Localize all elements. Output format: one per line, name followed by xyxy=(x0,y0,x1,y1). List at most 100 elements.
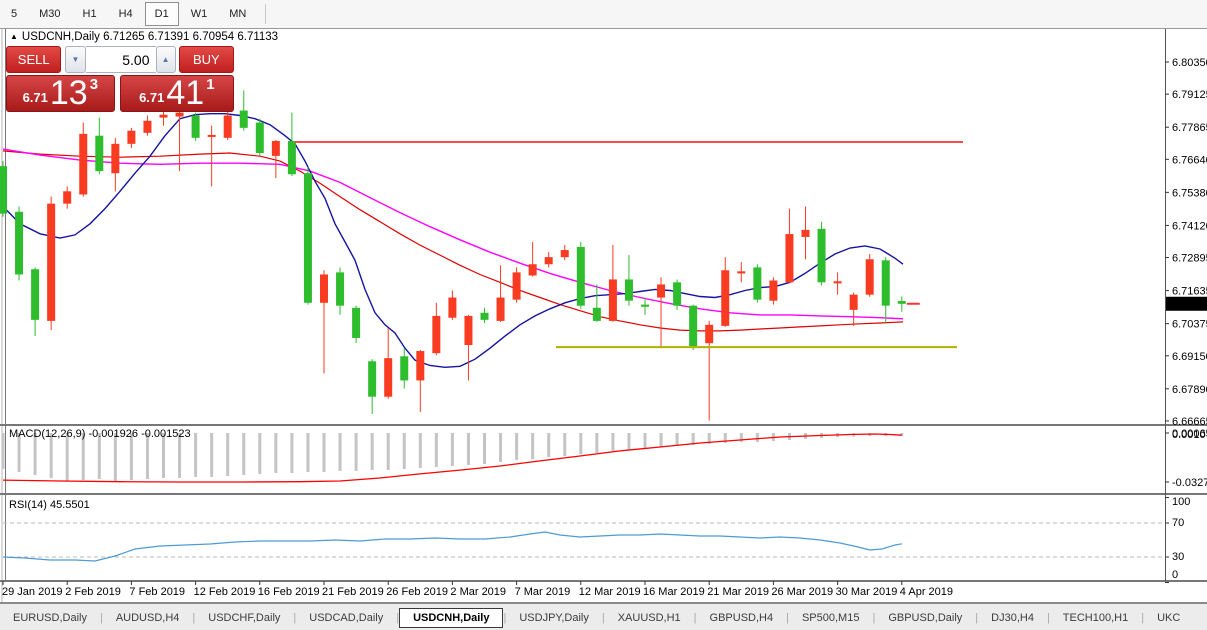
date-axis-label: 7 Feb 2019 xyxy=(129,586,185,598)
timeframe-d1[interactable]: D1 xyxy=(144,2,179,26)
chart-tab-usdcnh[interactable]: USDCNH,Daily xyxy=(399,607,504,628)
volume-increase-icon[interactable]: ▲ xyxy=(155,46,176,73)
date-axis-label: 26 Feb 2019 xyxy=(386,586,448,598)
chart-tab-xauusd[interactable]: XAUUSD,H1 xyxy=(617,611,681,624)
sell-button[interactable]: SELL xyxy=(6,46,62,73)
candle-body xyxy=(432,315,441,354)
timeframe-h4[interactable]: H4 xyxy=(118,8,133,20)
chart-tab-sp500[interactable]: SP500,M15 xyxy=(801,611,860,624)
date-axis-label: 4 Apr 2019 xyxy=(900,586,953,598)
volume-input[interactable] xyxy=(85,46,156,73)
date-axis-label: 2 Mar 2019 xyxy=(450,586,506,598)
candle-body xyxy=(368,361,377,397)
candle-body xyxy=(15,211,24,275)
chart-title-text: USDCNH,Daily 6.71265 6.71391 6.70954 6.7… xyxy=(21,31,279,43)
chart-tab-dj30[interactable]: DJ30,H4 xyxy=(991,611,1034,624)
date-axis-label: 12 Feb 2019 xyxy=(194,586,256,598)
macd-scale-min-label: -0.03279 xyxy=(1172,477,1207,489)
tab-separator: | xyxy=(786,611,789,624)
candle-body xyxy=(255,122,264,154)
candle-body xyxy=(384,358,393,397)
buy-price-display[interactable]: 6.71 41 1 xyxy=(119,75,234,112)
toolbar-separator xyxy=(265,4,267,24)
candle-body xyxy=(512,272,521,300)
price-axis-label: 6.67890 xyxy=(1172,384,1207,396)
candle-body xyxy=(576,246,585,306)
candle-body xyxy=(560,250,569,258)
current-price-tag xyxy=(1166,296,1207,311)
candle-body xyxy=(528,264,537,276)
timeframe-h1[interactable]: H1 xyxy=(82,8,97,20)
chart-title: ▲ USDCNH,Daily 6.71265 6.71391 6.70954 6.… xyxy=(10,31,278,43)
date-axis-label: 26 Mar 2019 xyxy=(771,586,833,598)
timeframe-w1[interactable]: W1 xyxy=(190,8,208,20)
volume-decrease-icon[interactable]: ▼ xyxy=(65,46,86,73)
tab-separator: | xyxy=(601,611,605,624)
candle-body xyxy=(608,279,617,321)
buy-price-prefix: 6.71 xyxy=(139,90,165,105)
candle-body xyxy=(336,272,345,306)
date-axis-label: 12 Mar 2019 xyxy=(579,586,641,598)
chart-tab-gbpusd[interactable]: GBPUSD,H4 xyxy=(709,611,774,624)
buy-button[interactable]: BUY xyxy=(178,46,234,73)
candle-body xyxy=(448,297,457,318)
price-axis-label: 6.74120 xyxy=(1172,220,1207,232)
candle-body xyxy=(464,315,473,346)
sell-price-display[interactable]: 6.71 13 3 xyxy=(6,75,115,112)
candle-body xyxy=(897,300,906,304)
candle-body xyxy=(769,280,778,301)
price-axis-label: 6.66665 xyxy=(1172,416,1207,428)
price-axis-label: 6.75380 xyxy=(1172,187,1207,199)
chart-tab-eurusd[interactable]: EURUSD,Daily xyxy=(13,611,87,624)
timeframe-mn[interactable]: MN xyxy=(229,8,247,20)
date-axis-label: 16 Feb 2019 xyxy=(258,586,320,598)
tab-separator: | xyxy=(99,611,103,624)
moving-average-navy xyxy=(2,112,904,369)
timeframe-toolbar: 5 M30 H1 H4 D1 W1 MN xyxy=(0,0,1207,29)
chart-tab-gbpusd[interactable]: GBPUSD,Daily xyxy=(888,611,963,624)
macd-scale-max-label-b: 0.001072 xyxy=(1172,429,1207,441)
price-axis-label: 6.77865 xyxy=(1172,122,1207,134)
price-axis-label: 6.72895 xyxy=(1172,253,1207,265)
timeframe-m30[interactable]: M30 xyxy=(39,8,61,20)
price-axis-label: 6.71635 xyxy=(1172,286,1207,298)
candle-body xyxy=(287,140,296,175)
tab-separator: | xyxy=(693,611,697,624)
candle-body xyxy=(849,294,858,310)
candle-body xyxy=(223,115,232,138)
candle-body xyxy=(705,324,714,344)
sell-price-prefix: 6.71 xyxy=(22,90,48,105)
one-click-trade-widget: SELL ▼ ▲ BUY 6.71 13 3 6.71 41 1 xyxy=(6,46,234,112)
rsi-scale-label: 30 xyxy=(1172,551,1184,563)
chart-tab-usdcad[interactable]: USDCAD,Daily xyxy=(309,611,384,624)
candle-body xyxy=(207,134,216,137)
timeframe-5[interactable]: 5 xyxy=(11,8,18,20)
date-axis-label: 2 Feb 2019 xyxy=(65,586,121,598)
collapse-quote-panel-icon[interactable]: ▲ xyxy=(10,32,18,41)
candle-body xyxy=(480,312,489,320)
chart-tab-audusd[interactable]: AUDUSD,H4 xyxy=(115,611,180,624)
candle-body xyxy=(817,228,826,283)
candle-body xyxy=(352,307,361,338)
chart-tab-tech100[interactable]: TECH100,H1 xyxy=(1062,611,1129,624)
price-axis-label: 6.76640 xyxy=(1172,154,1207,166)
chart-tab-ukc[interactable]: UKC xyxy=(1157,611,1181,624)
candle-body xyxy=(239,110,248,128)
price-axis-label: 6.70375 xyxy=(1172,319,1207,331)
date-axis-label: 21 Feb 2019 xyxy=(322,586,384,598)
price-axis-label: 6.69150 xyxy=(1172,351,1207,363)
candle-body xyxy=(624,279,633,301)
macd-scale-max-label-a: 0.00065 xyxy=(1172,428,1207,440)
chart-tab-usdchf[interactable]: USDCHF,Daily xyxy=(208,611,281,624)
sell-price-sup: 3 xyxy=(89,76,99,93)
candle-body xyxy=(592,307,601,321)
rsi-line xyxy=(2,531,903,562)
macd-indicator-label: MACD(12,26,9) -0.001926 -0.001523 xyxy=(9,428,191,440)
date-axis-label: 29 Jan 2019 xyxy=(2,586,63,598)
tab-separator: | xyxy=(1141,611,1145,624)
current-price-tag-label: 6.71133 xyxy=(1169,299,1207,311)
chart-tab-usdjpy[interactable]: USDJPY,Daily xyxy=(519,611,589,624)
candle-body xyxy=(881,260,890,306)
